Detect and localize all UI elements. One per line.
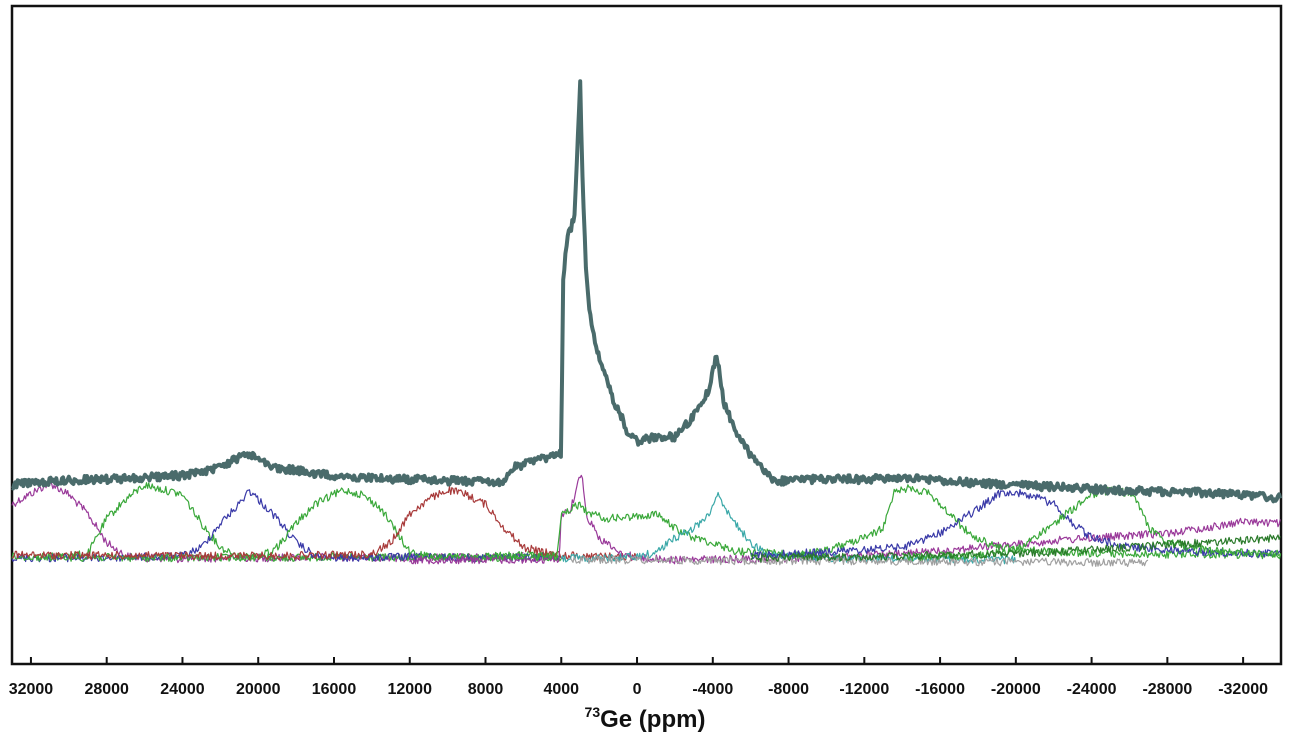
- summed-spectrum-line: [11, 79, 1283, 504]
- x-tick-label: 4000: [543, 681, 579, 698]
- x-tick-label: -32000: [1218, 681, 1268, 698]
- x-axis-ticks: 32000 28000 24000 20000 16000 12000 8000 4000 0 -…: [9, 657, 1268, 698]
- sub-spectrum-line-4: [11, 487, 562, 563]
- x-tick-label: 16000: [312, 681, 357, 698]
- sub-spectrum-line-3: [11, 489, 562, 563]
- summed-spectrum-layer: [11, 79, 1283, 504]
- x-tick-label: -4000: [692, 681, 733, 698]
- x-tick-label: -8000: [768, 681, 809, 698]
- x-axis-label-isotope: 73: [584, 704, 601, 720]
- x-tick-label: -20000: [991, 681, 1041, 698]
- x-tick-label: 12000: [387, 681, 432, 698]
- x-axis-label-text: Ge (ppm): [600, 706, 706, 733]
- x-tick-label: 0: [633, 681, 642, 698]
- sub-spectrum-line-11: [750, 489, 1281, 560]
- x-tick-label: -16000: [915, 681, 965, 698]
- x-tick-label: -28000: [1142, 681, 1192, 698]
- x-tick-label: 20000: [236, 681, 281, 698]
- sub-spectrum-line-7: [485, 501, 827, 561]
- x-tick-label: 8000: [468, 681, 504, 698]
- sub-spectrum-line-9: [570, 555, 1149, 568]
- plot-frame: [10, 4, 1283, 666]
- x-tick-label: 28000: [84, 681, 129, 698]
- x-tick-label: -12000: [839, 681, 889, 698]
- x-tick-label: -24000: [1067, 681, 1117, 698]
- x-axis-label: 73Ge (ppm): [0, 704, 1290, 734]
- x-tick-label: 24000: [160, 681, 205, 698]
- sub-spectrum-line-13: [750, 534, 1281, 563]
- sub-spectra-layer: [11, 474, 1282, 568]
- sub-spectrum-line-5: [11, 486, 638, 562]
- x-tick-label: 32000: [9, 681, 54, 698]
